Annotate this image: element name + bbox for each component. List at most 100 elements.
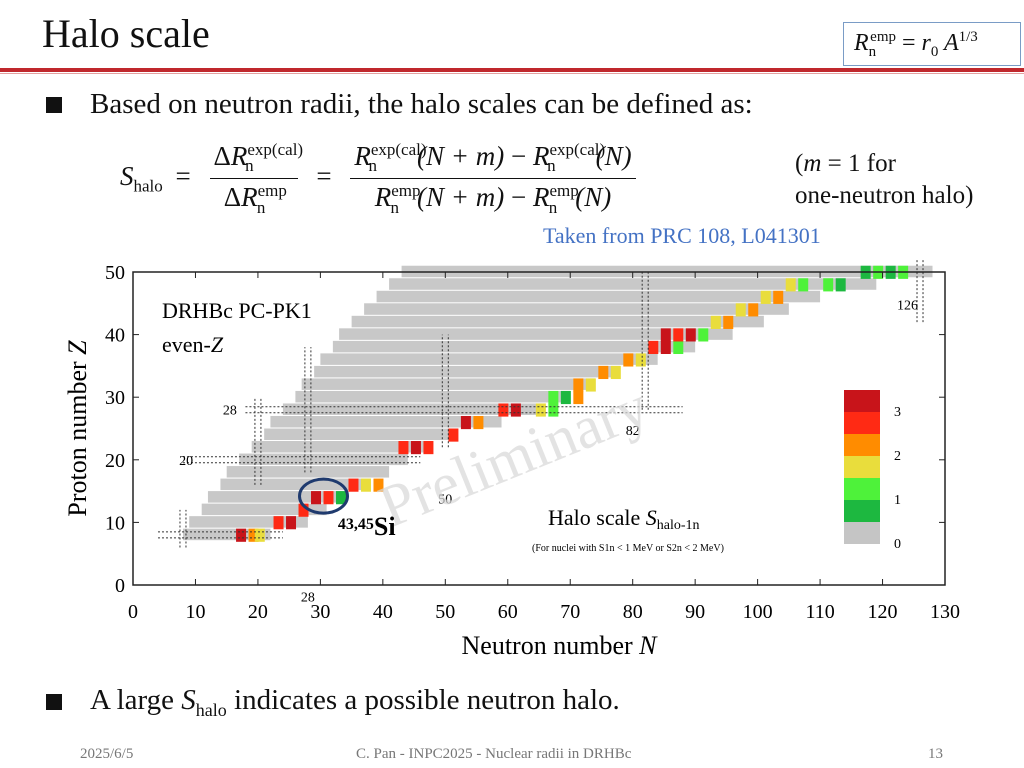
eq-expcal: exp(cal): [247, 140, 304, 159]
halo-cell: [798, 278, 809, 292]
formula-r: r: [921, 30, 931, 56]
eq-R-a: R: [354, 141, 371, 171]
eq-R-b: R: [532, 141, 550, 171]
halo-cell: [473, 415, 484, 430]
eq-delta-den: Δ: [223, 182, 242, 213]
note-paren: (: [795, 150, 804, 177]
legend-tick-label: 2: [894, 449, 901, 464]
magic-label-z20: 20: [179, 454, 193, 469]
halo-cell: [410, 441, 421, 455]
b2-pre: A large: [90, 684, 182, 716]
note-m: m: [803, 150, 822, 177]
halo-cell: [298, 503, 309, 517]
grey-row-z34: [314, 365, 621, 378]
grey-row-z36: [320, 353, 658, 365]
even-z-text: even-: [162, 332, 211, 357]
formula-exp: 1/3: [958, 29, 978, 45]
b2-post: indicates a possible neutron halo.: [226, 684, 620, 716]
halo-cell: [360, 478, 371, 492]
eq-arg-n-d: (N): [575, 182, 612, 213]
si-element: Si: [374, 512, 396, 541]
formula-eq: =: [896, 30, 922, 56]
halo-cell: [573, 390, 584, 405]
title-divider-shadow: [0, 73, 1024, 74]
si-highlight-ellipse: [298, 477, 350, 515]
y-label-text: Proton number: [63, 355, 92, 517]
x-tick-label: 10: [185, 601, 205, 623]
halo-cell: [735, 303, 746, 317]
grey-row-z20: [239, 453, 408, 466]
x-tick-label: 30: [310, 601, 330, 623]
halo-cell: [585, 378, 596, 392]
eq-n: n: [245, 156, 254, 176]
halo-cell: [535, 403, 546, 417]
halo-cell: [373, 478, 384, 492]
halo-cell: [823, 278, 834, 292]
halo-cell: [760, 290, 771, 304]
eq-equals-1: =: [175, 161, 191, 192]
eq-S: S: [120, 161, 134, 192]
legend-swatch: [844, 434, 880, 456]
b2-S: S: [181, 684, 196, 716]
halo-scale-equation: Shalo = ΔRexp(cal)n ΔRempn = Rexp(cal)n(…: [120, 140, 642, 218]
halo-cell: [498, 403, 509, 417]
halo-cell: [660, 328, 671, 342]
legend-swatch: [844, 478, 880, 500]
legend-note: (For nuclei with S1n < 1 MeV or S2n < 2 …: [532, 543, 724, 554]
halo-cell: [785, 278, 796, 292]
note-line2: one-neutron halo): [795, 182, 974, 209]
halo-cell: [623, 353, 634, 367]
x-tick-label: 50: [435, 601, 455, 623]
formula-A: A: [943, 30, 959, 56]
y-tick-label: 40: [105, 325, 125, 347]
b2-sub: halo: [195, 699, 227, 720]
eq-arg-nm-d: (N + m): [417, 182, 505, 213]
source-citation: Taken from PRC 108, L041301: [543, 223, 821, 248]
grey-row-z16: [220, 478, 371, 491]
y-tick-label: 0: [115, 575, 125, 597]
halo-cell: [710, 315, 721, 329]
formula-zero: 0: [930, 43, 939, 60]
grey-row-z40: [339, 328, 733, 340]
si-mass: 43,45: [338, 516, 374, 533]
grey-row-z32: [301, 378, 596, 390]
halo-cell: [548, 390, 559, 405]
empirical-radius-formula: Rnemp = r0 A1/3: [843, 22, 1021, 66]
eq-equals-2: =: [316, 161, 332, 192]
magic-label-n82: 82: [626, 424, 640, 439]
eq-n-b: n: [547, 156, 556, 176]
halo-cell: [635, 353, 646, 367]
y-label-var: Z: [63, 340, 92, 355]
eq-S-sub: halo: [133, 176, 163, 196]
eq-n-d: n: [548, 197, 558, 217]
grey-row-z46: [376, 290, 821, 303]
halo-cell: [660, 340, 671, 355]
x-tick-label: 20: [248, 601, 268, 623]
grey-row-z38: [332, 340, 696, 353]
grey-row-z18: [226, 466, 390, 478]
x-tick-label: 80: [623, 601, 643, 623]
formula-R: R: [854, 30, 869, 56]
footer-date: 2025/6/5: [80, 746, 134, 762]
halo-cell: [610, 365, 621, 380]
halo-cell: [560, 390, 571, 405]
halo-cell: [548, 403, 559, 417]
bullet-definition: Based on neutron radii, the halo scales …: [90, 88, 753, 120]
bullet-marker-2: [46, 694, 62, 710]
halo-cell: [286, 516, 297, 530]
legend-title-S: S: [646, 505, 657, 530]
eq-expcal-b: exp(cal): [549, 140, 606, 159]
grey-row-z22: [251, 441, 433, 453]
note-line1: = 1 for: [821, 150, 896, 177]
halo-cell: [573, 378, 584, 392]
grey-row-z24: [264, 428, 458, 441]
halo-cell: [273, 516, 284, 530]
magic-label-n28: 28: [301, 591, 315, 606]
formula-n: n: [868, 43, 877, 60]
magic-label-n126: 126: [897, 299, 918, 314]
model-label: DRHBc PC-PK1: [162, 298, 312, 323]
legend-tick-label: 3: [894, 405, 901, 420]
y-tick-label: 10: [105, 512, 125, 534]
grey-row-z28: [282, 403, 546, 415]
